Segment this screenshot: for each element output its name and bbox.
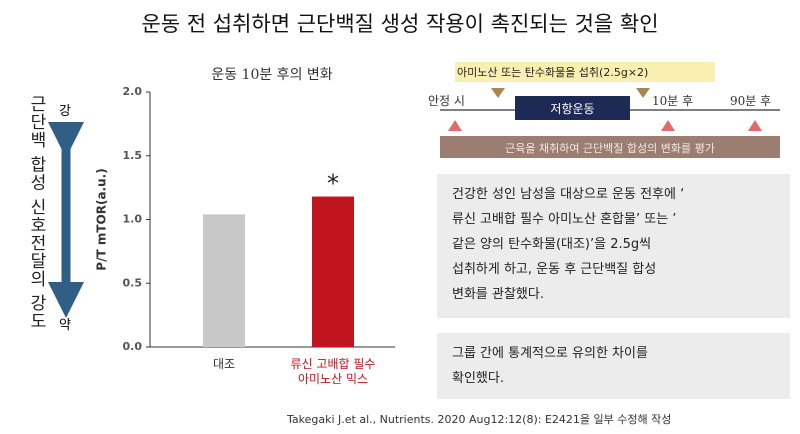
y-axis-label: P/T mTOR(a.u.) <box>95 168 109 270</box>
chart-subtitle: 운동 10분 후의 변화 <box>211 67 332 83</box>
bar <box>312 196 354 347</box>
y-tick-label: 0.5 <box>123 276 143 289</box>
low-label: 약 <box>59 318 71 333</box>
intake-box <box>455 62 715 82</box>
bar <box>203 214 245 347</box>
text-box <box>437 333 790 399</box>
y-tick-label: 1.0 <box>123 213 143 226</box>
box-text: 섭취하게 하고, 운동 후 근단백질 합성 <box>452 262 657 277</box>
high-label: 강 <box>59 104 71 119</box>
evaluate-bar <box>440 136 780 158</box>
box-text: 같은 양의 탄수화물(대조)’을 2.5g씩 <box>452 237 652 252</box>
side-label: 근단백 합성 신호전달의 강도 <box>26 95 46 331</box>
significance-mark: * <box>327 170 339 198</box>
text-box <box>437 174 790 318</box>
x-tick-label: 류신 고배합 필수 아미노산 믹스 <box>290 357 376 386</box>
exercise-label: 저항운동 <box>550 102 595 116</box>
box-text: 확인했다. <box>452 371 504 386</box>
citation: Takegaki J.et al., Nutrients. 2020 Aug12… <box>287 413 672 426</box>
box-text: 건강한 성인 남성을 대상으로 운동 전후에 ‘ <box>452 187 685 202</box>
box-text: 그룹 간에 통계적으로 유의한 차이를 <box>452 346 648 361</box>
y-tick-label: 0.0 <box>123 340 143 353</box>
intake-text: 아미노산 또는 탄수화물을 섭취(2.5g×2) <box>457 66 649 79</box>
sample-markers <box>448 120 762 131</box>
exercise-box <box>515 96 630 120</box>
title: 운동 전 섭취하면 근단백질 생성 작용이 촉진되는 것을 확인 <box>141 12 659 36</box>
evaluate-text: 근육을 채취하여 근단백질 합성의 변화를 평가 <box>505 142 715 155</box>
rest-label: 안정 시 <box>428 94 465 108</box>
t10-label: 10분 후 <box>652 94 694 108</box>
y-tick-label: 2.0 <box>123 85 143 98</box>
box-text: 변화를 관찰했다. <box>452 287 544 302</box>
box-text: 류신 고배합 필수 아미노산 혼합물’ 또는 ’ <box>452 212 677 227</box>
y-tick-label: 1.5 <box>123 149 143 162</box>
x-tick-label: 대조 <box>212 357 236 371</box>
t90-label: 90분 후 <box>730 94 772 108</box>
